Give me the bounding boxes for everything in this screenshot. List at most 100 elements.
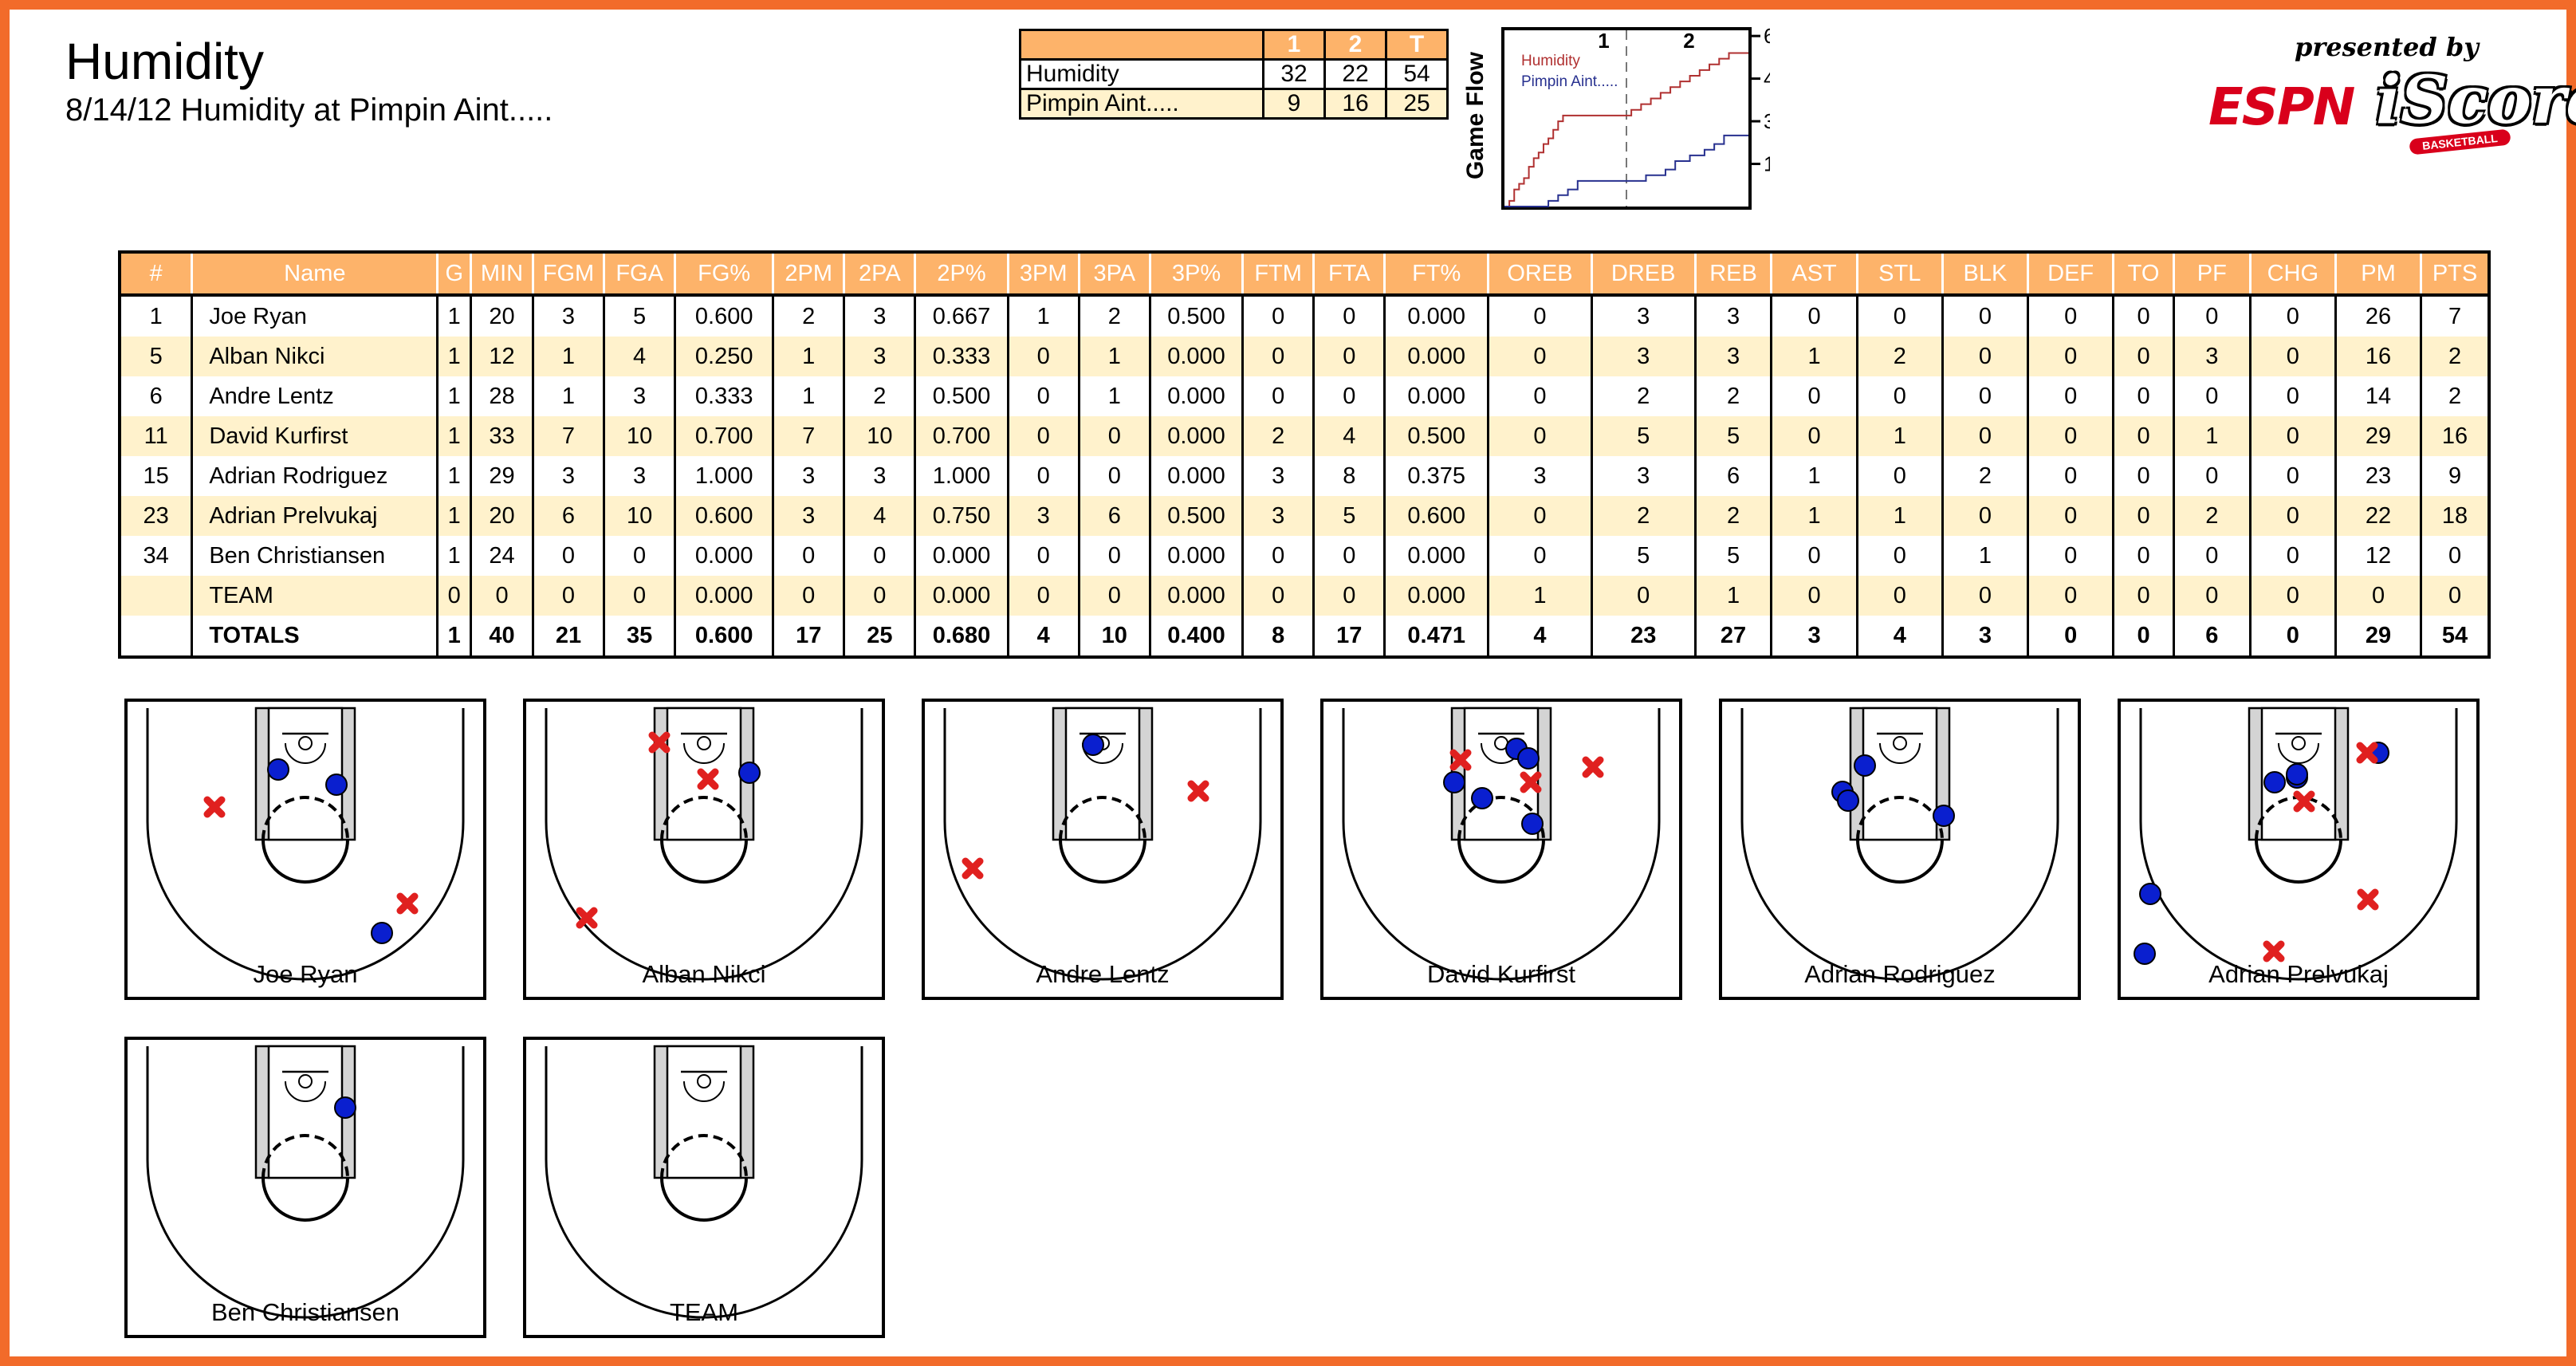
stat-cell: 33 bbox=[470, 416, 533, 456]
stat-cell: 0.333 bbox=[674, 376, 773, 416]
restricted-arc bbox=[683, 1081, 725, 1102]
quarter-team-header bbox=[1019, 29, 1264, 61]
stat-cell: 3 bbox=[1590, 337, 1696, 376]
stat-cell: 0 bbox=[1077, 456, 1150, 496]
stat-cell: 1 bbox=[531, 376, 604, 416]
stat-cell: 16 bbox=[2420, 416, 2491, 456]
game-flow-series-pimpin bbox=[1504, 134, 1748, 207]
player-name: Adrian Prelvukaj bbox=[191, 496, 438, 536]
stat-cell: 0.000 bbox=[1148, 456, 1243, 496]
stat-cell: 10 bbox=[603, 416, 675, 456]
player-row: 11 David Kurfirst 1 33 7 10 0.700 7 10 0.700 0 0 0.0… bbox=[118, 416, 2491, 456]
missed-shot-marker bbox=[1520, 771, 1542, 793]
stat-cell: 0 bbox=[1487, 536, 1592, 576]
stat-cell: 0.000 bbox=[1148, 536, 1243, 576]
stat-cell: 0.680 bbox=[914, 616, 1009, 659]
stat-cell: 5 bbox=[1693, 536, 1772, 576]
stat-cell: 0.500 bbox=[1148, 295, 1243, 337]
stat-cell: 5 bbox=[603, 295, 675, 337]
game-flow-period-1: 1 bbox=[1598, 29, 1609, 53]
stat-cell: 8 bbox=[1312, 456, 1385, 496]
quarter-team-name: Pimpin Aint..... bbox=[1019, 88, 1264, 120]
stat-cell: 0.500 bbox=[914, 376, 1009, 416]
stat-cell: 0 bbox=[2420, 536, 2491, 576]
stat-cell: 0 bbox=[1241, 576, 1314, 616]
stat-cell: 6 bbox=[1077, 496, 1150, 536]
free-throw-circle-top bbox=[262, 796, 349, 840]
quarter-score-q1: 32 bbox=[1262, 58, 1326, 90]
court-diagram bbox=[146, 707, 465, 981]
column-header-fgm: FGM bbox=[531, 250, 604, 297]
court-diagram bbox=[545, 1045, 863, 1319]
stat-cell: 6 bbox=[118, 376, 192, 416]
stat-cell: 1 bbox=[436, 337, 471, 376]
stat-cell: 2 bbox=[1590, 496, 1696, 536]
stat-cell: 29 bbox=[470, 456, 533, 496]
stat-cell: 0 bbox=[1487, 376, 1592, 416]
stat-cell: 1 bbox=[118, 295, 192, 337]
stat-cell: 4 bbox=[1855, 616, 1943, 659]
stat-cell: 3 bbox=[772, 496, 844, 536]
stat-cell: 0 bbox=[2248, 536, 2336, 576]
stat-cell: 25 bbox=[843, 616, 915, 659]
stat-cell: 0 bbox=[470, 576, 533, 616]
game-flow-legend-away: Pimpin Aint..... bbox=[1521, 73, 1618, 90]
three-point-line bbox=[146, 708, 465, 981]
paint-inner bbox=[1064, 707, 1141, 841]
shot-chart-card: TEAM bbox=[523, 1037, 885, 1338]
player-row: TEAM 0 0 0 0 0.000 0 0 0.000 0 0 0.000 0 0 0.000 1 0 1 0 0 0… bbox=[118, 576, 2491, 616]
missed-shot-marker bbox=[2263, 940, 2285, 962]
stat-cell: 0.750 bbox=[914, 496, 1009, 536]
stat-cell: 1 bbox=[436, 456, 471, 496]
stat-cell: 7 bbox=[772, 416, 844, 456]
restricted-arc bbox=[285, 742, 326, 764]
stat-cell: 0.000 bbox=[1148, 337, 1243, 376]
stat-cell: 54 bbox=[2420, 616, 2491, 659]
stat-cell: 7 bbox=[531, 416, 604, 456]
stat-cell: 0 bbox=[1312, 376, 1385, 416]
player-row: 5 Alban Nikci 1 12 1 4 0.250 1 3 0.333 0 1 0.000 0 0 0.… bbox=[118, 337, 2491, 376]
quarter-score-table: 1 2 T Humidity 32 22 54 Pimpin Aint.....… bbox=[1019, 29, 1449, 120]
stat-cell: 10 bbox=[1077, 616, 1150, 659]
missed-shot-marker bbox=[576, 907, 598, 929]
missed-shot-marker bbox=[2357, 888, 2379, 911]
stat-cell: 2 bbox=[1590, 376, 1696, 416]
column-header-chg: CHG bbox=[2248, 250, 2336, 297]
restricted-arc bbox=[683, 742, 725, 764]
game-flow-legend-home: Humidity bbox=[1521, 53, 1580, 69]
stat-cell: 3 bbox=[843, 337, 915, 376]
stat-cell: 0 bbox=[2248, 416, 2336, 456]
three-point-line bbox=[1740, 708, 2059, 981]
shot-chart-card: Alban Nikci bbox=[523, 699, 885, 1000]
iscore-wordmark: iScore bbox=[2376, 62, 2576, 139]
made-shot-marker bbox=[1521, 813, 1544, 835]
stat-cell: 0 bbox=[1855, 576, 1943, 616]
stat-cell: 10 bbox=[603, 496, 675, 536]
game-flow-y-axis: 60 45 30 15 bbox=[1750, 24, 1770, 176]
rim bbox=[1893, 736, 1907, 750]
stat-cell: 0 bbox=[1770, 376, 1858, 416]
made-shot-marker bbox=[371, 922, 393, 944]
stat-cell: 0 bbox=[1590, 576, 1696, 616]
paint-inner bbox=[267, 1045, 344, 1179]
column-header-3p-pct: 3P% bbox=[1148, 250, 1243, 297]
stat-cell: 0 bbox=[1006, 416, 1080, 456]
stat-cell: 1 bbox=[772, 376, 844, 416]
quarter-score-q2: 16 bbox=[1323, 88, 1387, 120]
stat-cell: 0 bbox=[1487, 295, 1592, 337]
game-flow-series-humidity bbox=[1504, 52, 1748, 207]
stat-cell: 3 bbox=[603, 456, 675, 496]
column-header-g: G bbox=[436, 250, 471, 297]
free-throw-circle-bottom bbox=[1059, 839, 1146, 884]
stat-cell: 3 bbox=[1941, 616, 2028, 659]
stat-cell: 7 bbox=[2420, 295, 2491, 337]
box-score-header-row: # Name G MIN FGM FGA FG% 2PM 2PA 2P% 3PM 3PA 3P% FTM F… bbox=[118, 250, 2491, 297]
stat-cell: 0.000 bbox=[914, 536, 1009, 576]
quarter-header-total: T bbox=[1385, 29, 1449, 61]
paint-inner bbox=[1862, 707, 1938, 841]
stat-cell: 0 bbox=[2027, 576, 2114, 616]
made-shot-marker bbox=[1837, 789, 1859, 812]
stat-cell: 0 bbox=[2112, 376, 2174, 416]
stat-cell: 2 bbox=[2420, 376, 2491, 416]
quarter-score-q1: 9 bbox=[1262, 88, 1326, 120]
